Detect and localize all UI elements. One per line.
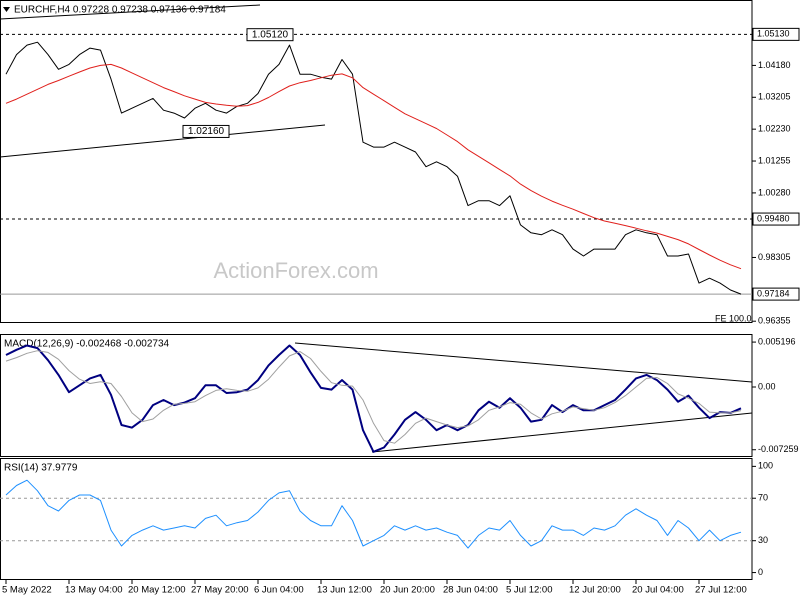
x-tick-label: 28 Jun 04:00	[443, 585, 498, 596]
trend-line	[0, 4, 261, 20]
series-line	[5, 63, 742, 270]
x-tick-label: 20 Jul 04:00	[632, 585, 684, 596]
annotation-label: 1.02160	[188, 126, 225, 137]
x-tick-label: 27 Jul 12:00	[695, 585, 747, 596]
y-tick-label: 0.96355	[758, 316, 791, 326]
y-tick-label: 1.01255	[758, 155, 791, 165]
trend-line	[294, 342, 753, 383]
annotation-box	[246, 28, 294, 42]
panel-title: MACD(12,26,9) -0.002468 -0.002734	[4, 339, 170, 350]
series-line	[5, 479, 742, 549]
x-tick-label: 6 Jun 04:00	[254, 585, 304, 596]
x-tick-label: 27 May 20:00	[191, 585, 249, 596]
panel-title: EURCHF,H4 0.97228 0.97238 0.97136 0.9718…	[14, 5, 226, 16]
watermark: ActionForex.com	[213, 258, 378, 283]
panel-frame	[0, 334, 753, 457]
trend-line	[371, 412, 753, 453]
x-tick-label: 13 May 04:00	[65, 585, 123, 596]
y-tick-label: 0.00	[758, 381, 776, 391]
y-tick-label: 1.04180	[758, 60, 791, 70]
x-tick-label: 13 Jun 12:00	[317, 585, 372, 596]
menu-arrow	[3, 7, 10, 12]
panel-title: RSI(14) 37.9779	[4, 463, 78, 474]
level-box	[752, 27, 800, 41]
y-tick-label: 1.02230	[758, 124, 791, 134]
x-tick-label: 20 Jun 20:00	[380, 585, 435, 596]
x-tick-label: 5 Jul 12:00	[506, 585, 552, 596]
series-line	[5, 350, 742, 444]
level-label: 0.99480	[757, 213, 790, 223]
series-line	[5, 41, 742, 295]
y-tick-label: 0	[758, 567, 763, 577]
x-tick-label: 12 Jul 20:00	[569, 585, 621, 596]
y-tick-label: 100	[758, 461, 773, 471]
annotation-label: 1.05120	[252, 29, 289, 40]
x-tick-label: 5 May 2022	[2, 585, 52, 596]
y-tick-label: 1.00280	[758, 187, 791, 197]
level-box	[752, 212, 800, 226]
level-label: 1.05130	[757, 29, 790, 39]
y-tick-label: 30	[758, 535, 768, 545]
level-label: 0.97184	[757, 288, 790, 298]
y-tick-label: 0.98305	[758, 252, 791, 262]
y-tick-label: -0.007259	[758, 444, 799, 454]
y-tick-label: 0.005196	[758, 336, 796, 346]
panel-frame	[0, 458, 753, 580]
trend-line	[0, 124, 326, 158]
annotation-box	[182, 124, 230, 138]
series-line	[5, 344, 742, 453]
x-tick-label: 20 May 12:00	[128, 585, 186, 596]
level-box	[752, 287, 800, 301]
y-tick-label: 1.03205	[758, 92, 791, 102]
fe-label: FE 100.0	[715, 313, 752, 323]
y-tick-label: 70	[758, 493, 768, 503]
